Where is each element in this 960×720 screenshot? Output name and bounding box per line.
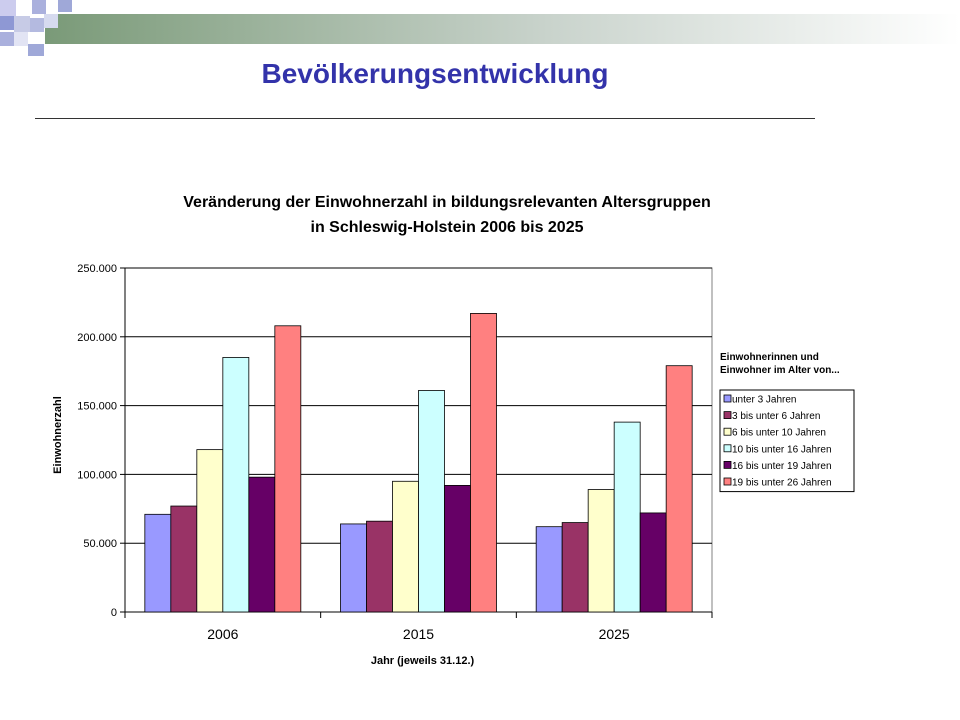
x-tick-label: 2015 (403, 626, 434, 642)
deco-square (32, 0, 46, 14)
y-tick-label: 150.000 (77, 401, 117, 413)
legend-label: 10 bis unter 16 Jahren (732, 444, 832, 455)
deco-square (28, 44, 44, 56)
bar (222, 357, 250, 613)
x-tick-label: 2006 (207, 626, 238, 642)
bar (248, 476, 276, 613)
x-axis-label: Jahr (jeweils 31.12.) (371, 655, 475, 667)
legend-swatch (723, 411, 732, 420)
x-tick-label: 2025 (599, 626, 630, 642)
bar (340, 523, 367, 613)
legend-label: 6 bis unter 10 Jahren (732, 428, 826, 439)
bar (274, 325, 302, 613)
legend-swatch (723, 460, 732, 469)
bar (392, 480, 419, 613)
deco-square (30, 18, 44, 32)
bar (561, 522, 589, 613)
deco-square (14, 16, 30, 32)
slide-title: Bevölkerungsentwicklung (261, 58, 609, 89)
legend-label: 19 bis unter 26 Jahren (732, 478, 832, 489)
bar (418, 390, 445, 613)
legend-swatch (723, 427, 732, 436)
legend-swatch (723, 444, 732, 453)
bar (196, 449, 224, 613)
bar (665, 365, 693, 613)
y-tick-label: 50.000 (83, 538, 117, 550)
bar (639, 512, 667, 613)
y-tick-label: 200.000 (77, 332, 117, 344)
legend-title: Einwohner im Alter von... (720, 365, 840, 376)
chart-title-line: Veränderung der Einwohnerzahl in bildung… (183, 194, 711, 211)
y-tick-label: 250.000 (77, 263, 117, 275)
legend-label: 16 bis unter 19 Jahren (732, 461, 832, 472)
legend-box (719, 389, 855, 493)
bar (613, 421, 641, 613)
x-axis: 2006 2015 2025 Jahr (jeweils 31.12.) (124, 611, 713, 667)
y-axis: 0 50.000 100.000 150.000 200.000 250.000 Einwo… (52, 263, 126, 619)
deco-square (0, 32, 14, 46)
deco-square (16, 0, 32, 16)
legend: Einwohnerinnen und Einwohner im Alter von… (719, 352, 855, 493)
legend-label: 3 bis unter 6 Jahren (732, 411, 820, 422)
title-divider (35, 118, 815, 119)
bar (366, 520, 393, 613)
legend-label: unter 3 Jahren (732, 395, 797, 406)
header-decoration (0, 0, 960, 56)
deco-square (0, 16, 14, 30)
legend-swatch (723, 394, 732, 403)
bar (170, 505, 198, 613)
chart-title: Veränderung der Einwohnerzahl in bildung… (183, 194, 711, 236)
deco-square (44, 14, 58, 28)
deco-square (58, 0, 72, 12)
y-tick-label: 0 (111, 607, 117, 619)
bar (535, 526, 563, 613)
deco-square (14, 32, 28, 46)
legend-title: Einwohnerinnen und (720, 352, 819, 363)
chart-title-line: in Schleswig-Holstein 2006 bis 2025 (311, 219, 584, 236)
deco-square (0, 0, 16, 16)
bar (444, 485, 471, 613)
bar (470, 313, 497, 613)
y-tick-label: 100.000 (77, 469, 117, 481)
bar (144, 513, 172, 613)
y-axis-label: Einwohnerzahl (52, 396, 64, 474)
legend-swatch (723, 477, 732, 486)
bars (144, 313, 693, 613)
bar (587, 489, 615, 613)
